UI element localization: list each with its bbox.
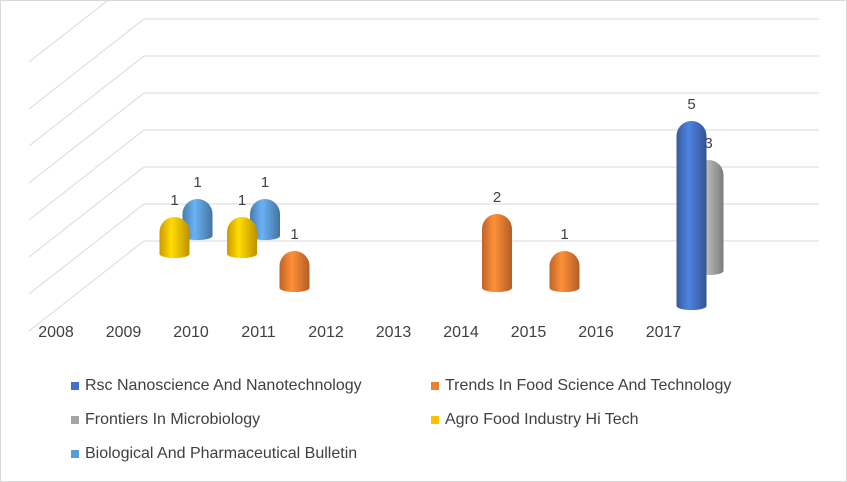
x-tick-label: 2008 xyxy=(38,324,74,341)
bars xyxy=(159,121,724,310)
bar xyxy=(279,251,310,292)
x-tick-label: 2010 xyxy=(173,324,209,341)
legend-swatch-rsc xyxy=(71,382,79,390)
gridline-diagonal xyxy=(28,55,145,147)
x-tick-label: 2012 xyxy=(308,324,344,341)
data-label: 1 xyxy=(238,192,246,209)
data-label: 3 xyxy=(704,135,712,152)
gridlines xyxy=(28,1,819,332)
data-label: 1 xyxy=(261,174,269,191)
gridline-diagonal xyxy=(28,240,145,332)
gridline-diagonal xyxy=(28,166,145,258)
bar xyxy=(676,121,707,310)
legend-label-trends: Trends In Food Science And Technology xyxy=(445,377,732,394)
bar xyxy=(159,217,190,258)
legend-swatch-agro xyxy=(431,416,439,424)
bar xyxy=(182,199,213,240)
gridline-diagonal xyxy=(28,1,108,63)
legend-label-biological: Biological And Pharmaceutical Bulletin xyxy=(85,445,358,462)
bar xyxy=(482,214,512,292)
legend-swatch-biological xyxy=(71,450,79,458)
legend-swatch-frontiers xyxy=(71,416,79,424)
legend-item-rsc: Rsc Nanoscience And Nanotechnology xyxy=(71,377,362,395)
data-label: 1 xyxy=(170,192,178,209)
x-tick-label: 2014 xyxy=(443,324,479,341)
legend-item-agro: Agro Food Industry Hi Tech xyxy=(431,411,639,429)
x-axis-ticks: 2008 2009 2010 2011 2012 2013 2014 2015 2016 2017 xyxy=(38,324,681,341)
x-tick-label: 2011 xyxy=(241,324,276,341)
legend-label-agro: Agro Food Industry Hi Tech xyxy=(445,411,639,428)
gridline-diagonal xyxy=(28,203,145,295)
legend-label-frontiers: Frontiers In Microbiology xyxy=(85,411,261,428)
legend-label-rsc: Rsc Nanoscience And Nanotechnology xyxy=(85,377,362,394)
legend-item-frontiers: Frontiers In Microbiology xyxy=(71,411,260,429)
data-label: 1 xyxy=(193,174,201,191)
gridline-diagonal xyxy=(28,18,145,110)
x-tick-label: 2015 xyxy=(511,324,547,341)
bar xyxy=(227,217,257,258)
x-tick-label: 2016 xyxy=(578,324,614,341)
legend-swatch-trends xyxy=(431,382,439,390)
x-tick-label: 2009 xyxy=(106,324,142,341)
bar xyxy=(549,251,580,292)
legend-item-trends: Trends In Food Science And Technology xyxy=(431,377,731,395)
x-tick-label: 2017 xyxy=(646,324,682,341)
data-label: 1 xyxy=(560,226,568,243)
legend-item-biological: Biological And Pharmaceutical Bulletin xyxy=(71,445,357,463)
bar xyxy=(250,199,280,240)
gridline-diagonal xyxy=(28,129,145,221)
data-label: 2 xyxy=(493,189,501,206)
x-tick-label: 2013 xyxy=(376,324,412,341)
data-label: 5 xyxy=(687,96,695,113)
gridline-diagonal xyxy=(28,92,145,184)
data-label: 1 xyxy=(290,226,298,243)
